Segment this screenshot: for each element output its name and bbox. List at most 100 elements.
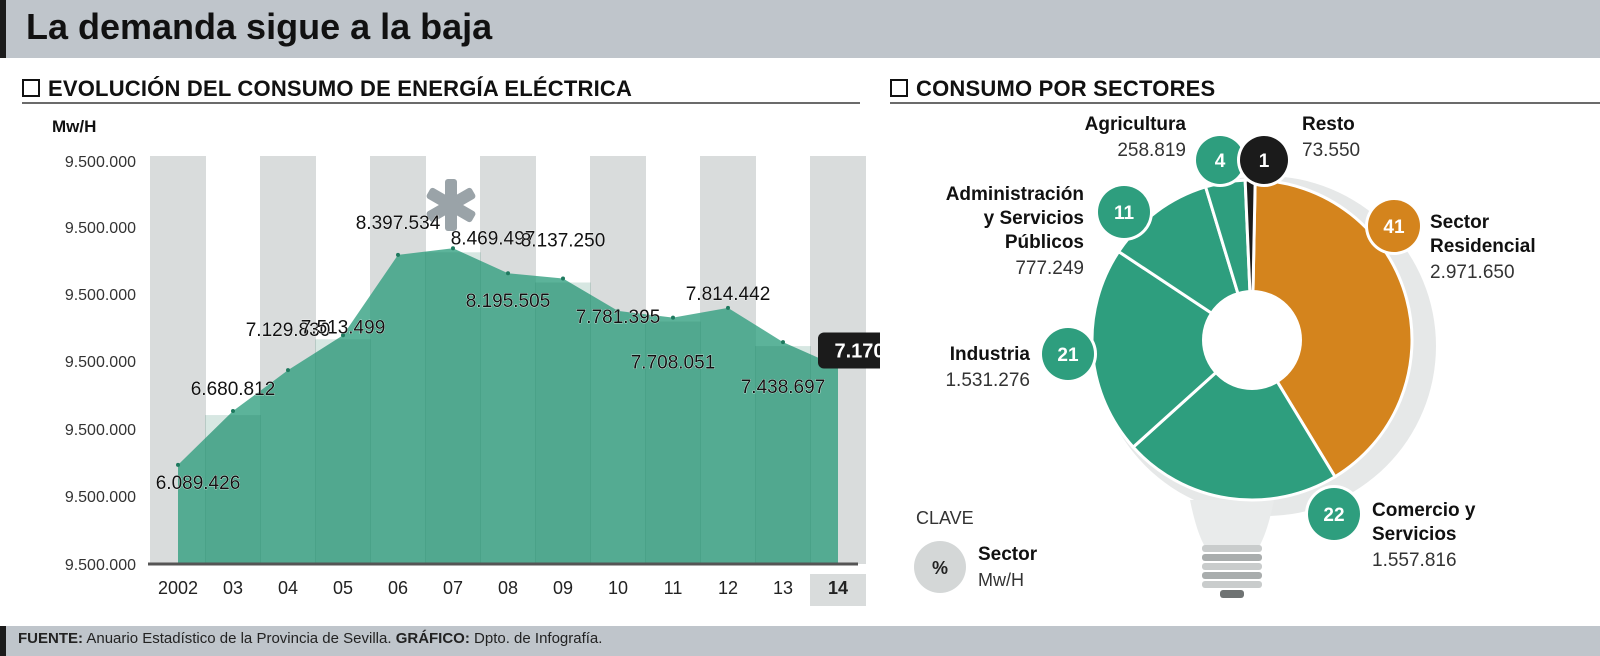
slice-value-label: 73.550 (1302, 140, 1360, 161)
x-tick-label: 04 (278, 578, 298, 598)
x-tick-label: 2002 (158, 578, 198, 598)
data-point (341, 333, 345, 338)
slice-percent-label: 41 (1383, 217, 1405, 238)
bulb-thread (1202, 581, 1262, 588)
pie-slice (1131, 337, 1338, 502)
value-label: 7.129.830 (246, 320, 331, 341)
badge-circle (1196, 136, 1244, 184)
x-tick-label: 13 (773, 578, 793, 598)
badge-circle (1240, 136, 1288, 184)
asterisk-icon (426, 179, 476, 231)
bulb-thread (1202, 572, 1262, 579)
footer-bar: FUENTE: Anuario Estadístico de la Provin… (0, 626, 1600, 656)
value-label: 6.089.426 (156, 473, 241, 494)
value-badge-bg (818, 332, 880, 369)
area-chart: Mw/H 9.500.000 9.500.000 9.500.000 9.500.000… (52, 117, 880, 606)
slice-value-label: 777.249 (1015, 258, 1084, 279)
slice-percent-label: 11 (1114, 203, 1135, 224)
data-point (176, 462, 180, 467)
slice-name-label: Administración (946, 184, 1084, 205)
data-point (781, 340, 785, 345)
slice-value-label: 258.819 (1117, 140, 1186, 161)
badge-circle (1098, 186, 1150, 238)
x-tick-label: 10 (608, 578, 628, 598)
slice-badge: 22 (1305, 485, 1363, 543)
area-column-shade (205, 415, 261, 564)
area-series (178, 248, 838, 565)
y-tick-label: 9.500.000 (65, 354, 136, 371)
y-axis-label: Mw/H (52, 117, 96, 136)
data-point (451, 246, 455, 251)
left-section-title: EVOLUCIÓN DEL CONSUMO DE ENERGÍA ELÉCTRI… (22, 76, 632, 102)
value-label: 7.170.360 (835, 340, 880, 362)
page-title: La demanda sigue a la baja (26, 6, 493, 47)
footer-graphic-text: Dpto. de Infografía. (474, 630, 603, 647)
slice-name-label: Comercio y (1372, 500, 1476, 521)
data-point (671, 315, 675, 320)
footer-source-text: Anuario Estadístico de la Provincia de S… (86, 630, 392, 647)
key-line-2: Mw/H (978, 570, 1024, 590)
left-section-title-text: EVOLUCIÓN DEL CONSUMO DE ENERGÍA ELÉCTRI… (48, 76, 633, 101)
x-tick-label: 11 (664, 578, 683, 598)
slice-name-label: Servicios (1372, 524, 1457, 545)
y-tick-label: 9.500.000 (65, 489, 136, 506)
slice-badge: 41 (1365, 197, 1423, 255)
y-tick-label: 9.500.000 (65, 287, 136, 304)
value-label: 8.195.505 (466, 291, 551, 312)
data-point (231, 409, 235, 414)
slice-percent-label: 22 (1323, 505, 1344, 526)
pie-slice (1250, 178, 1414, 479)
x-tick-label: 08 (498, 578, 518, 598)
bulb-thread (1202, 554, 1262, 561)
pie-slice (1116, 185, 1255, 344)
slice-badge: 4 (1193, 133, 1247, 187)
area-column-shade (755, 346, 811, 564)
data-point (561, 276, 565, 281)
x-tick-label: 05 (333, 578, 353, 598)
data-point (286, 368, 290, 373)
x-tick-label: 06 (388, 578, 408, 598)
y-tick-label: 9.500.000 (65, 422, 136, 439)
bulb-thread (1202, 545, 1262, 552)
slice-badge: 21 (1039, 325, 1097, 383)
right-section-title: CONSUMO POR SECTORES (890, 76, 1215, 102)
value-label: 7.438.697 (741, 377, 826, 398)
bulb-neck (1190, 500, 1274, 545)
right-section-title-text: CONSUMO POR SECTORES (916, 76, 1216, 101)
value-label: 7.781.395 (576, 307, 661, 328)
slice-name-label: Agricultura (1085, 114, 1187, 135)
area-column-shade (425, 252, 481, 565)
x-tick-label: 03 (223, 578, 243, 598)
highlight-year-band (810, 574, 866, 606)
right-section-rule (890, 102, 1600, 104)
slice-name-label: Públicos (1005, 232, 1084, 253)
slice-badge: 11 (1095, 183, 1153, 241)
highlight-value-badge: 7.170.360 (818, 332, 880, 369)
badge-circle (1368, 200, 1420, 252)
square-icon (890, 79, 908, 97)
slice-value-label: 2.971.650 (1430, 262, 1515, 283)
bulb-tip (1220, 590, 1244, 598)
x-tick-label: 07 (443, 578, 463, 598)
key-line-1: Sector (978, 544, 1038, 565)
footer-source-label: FUENTE: (18, 630, 83, 647)
x-tick-label: 09 (553, 578, 573, 598)
x-tick-label: 12 (718, 578, 738, 598)
y-tick-label: 9.500.000 (65, 154, 136, 171)
y-tick-label: 9.500.000 (65, 220, 136, 237)
header-bar: La demanda sigue a la baja (0, 0, 1600, 58)
area-column-shade (645, 321, 701, 564)
donut-hole (1202, 290, 1302, 390)
badge-circle (1308, 488, 1360, 540)
slice-name-label: Sector (1430, 212, 1490, 233)
square-icon (22, 79, 40, 97)
slice-name-label: y Servicios (984, 208, 1084, 229)
key-symbol: % (932, 558, 948, 578)
area-column-shade (315, 339, 371, 564)
slice-percent-label: 4 (1215, 151, 1226, 172)
y-tick-label: 9.500.000 (65, 557, 136, 574)
value-label: 7.708.051 (631, 353, 716, 374)
value-label: 7.814.442 (686, 284, 771, 305)
slice-value-label: 1.557.816 (1372, 550, 1457, 571)
